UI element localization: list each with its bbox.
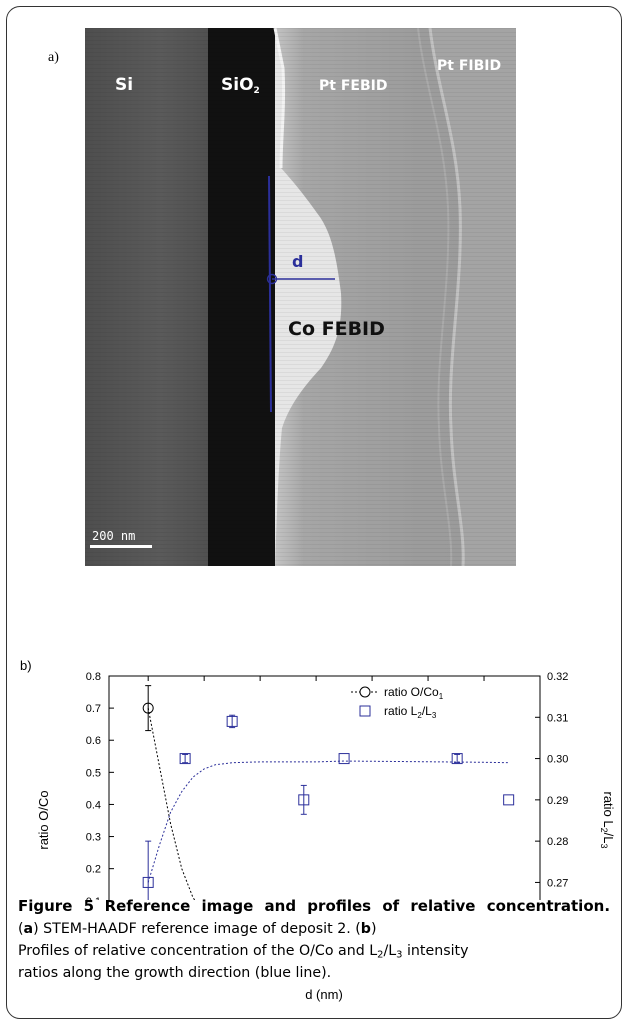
label-co-febid: Co FEBID bbox=[288, 318, 385, 340]
point-l2l3-0 bbox=[142, 876, 154, 888]
caption-line-3: Profiles of relative concentration of th… bbox=[18, 943, 469, 961]
y2-tick-label-3: 0.28 bbox=[547, 836, 568, 848]
panel-a-label: a) bbox=[48, 50, 59, 65]
figure-title: Reference image and profiles of relative… bbox=[104, 897, 605, 915]
y-tick-label-2: 0.1 bbox=[86, 896, 101, 900]
panel-b-label: b) bbox=[20, 658, 32, 673]
point-l2l3-6 bbox=[503, 794, 515, 806]
plot-frame bbox=[108, 675, 541, 900]
fit-line-l2l3 bbox=[147, 760, 509, 883]
stem-haadf-image: d Si SiO2 Pt FEBID Pt FIBID Co FEBID 200… bbox=[85, 28, 516, 566]
point-oco-0 bbox=[142, 702, 154, 714]
y-tick-label-3: 0.2 bbox=[86, 864, 101, 876]
label-sio2: SiO2 bbox=[221, 75, 260, 96]
y-tick-label-5: 0.4 bbox=[86, 799, 101, 811]
scale-bar-label: 200 nm bbox=[92, 529, 135, 543]
y-tick-label-4: 0.3 bbox=[86, 832, 101, 844]
y2-tick-label-5: 0.30 bbox=[547, 754, 568, 766]
point-l2l3-4 bbox=[338, 753, 350, 765]
stem-image-canvas: d Si SiO2 Pt FEBID Pt FIBID Co FEBID 200… bbox=[85, 28, 516, 566]
concentration-profile-chart: 050100150200250300350-0.10.00.10.20.30.4… bbox=[86, 671, 568, 900]
point-l2l3-1 bbox=[179, 753, 191, 765]
title-period: . bbox=[604, 897, 611, 915]
y2-tick-label-6: 0.31 bbox=[547, 712, 568, 724]
fit-line-oco bbox=[147, 708, 196, 900]
point-l2l3-3 bbox=[298, 794, 310, 806]
label-pt-febid: Pt FEBID bbox=[319, 78, 387, 94]
point-l2l3-5 bbox=[451, 753, 463, 765]
d-origin-marker bbox=[266, 273, 278, 285]
y2-tick-label-2: 0.27 bbox=[547, 877, 568, 889]
y-tick-label-6: 0.5 bbox=[86, 767, 101, 779]
y-tick-label-8: 0.7 bbox=[86, 703, 101, 715]
caption-line-2: (a) STEM-HAADF reference image of deposi… bbox=[18, 921, 377, 937]
label-pt-fibid: Pt FIBID bbox=[437, 58, 501, 74]
caption-line-4: ratios along the growth direction (blue … bbox=[18, 965, 332, 981]
figure-caption: Figure 5 Reference image and profiles of… bbox=[18, 895, 610, 984]
figure-label: Figure 5 bbox=[18, 897, 95, 915]
point-l2l3-2 bbox=[226, 715, 238, 727]
y2-tick-label-4: 0.29 bbox=[547, 795, 568, 807]
y-tick-label-9: 0.8 bbox=[86, 671, 101, 683]
y2-tick-label-7: 0.32 bbox=[547, 671, 568, 683]
y-tick-label-7: 0.6 bbox=[86, 735, 101, 747]
caption-line-1: Figure 5 Reference image and profiles of… bbox=[18, 895, 610, 918]
d-label: d bbox=[292, 252, 303, 271]
scale-bar bbox=[90, 545, 152, 548]
growth-direction-line bbox=[268, 175, 272, 413]
label-si: Si bbox=[115, 75, 133, 95]
